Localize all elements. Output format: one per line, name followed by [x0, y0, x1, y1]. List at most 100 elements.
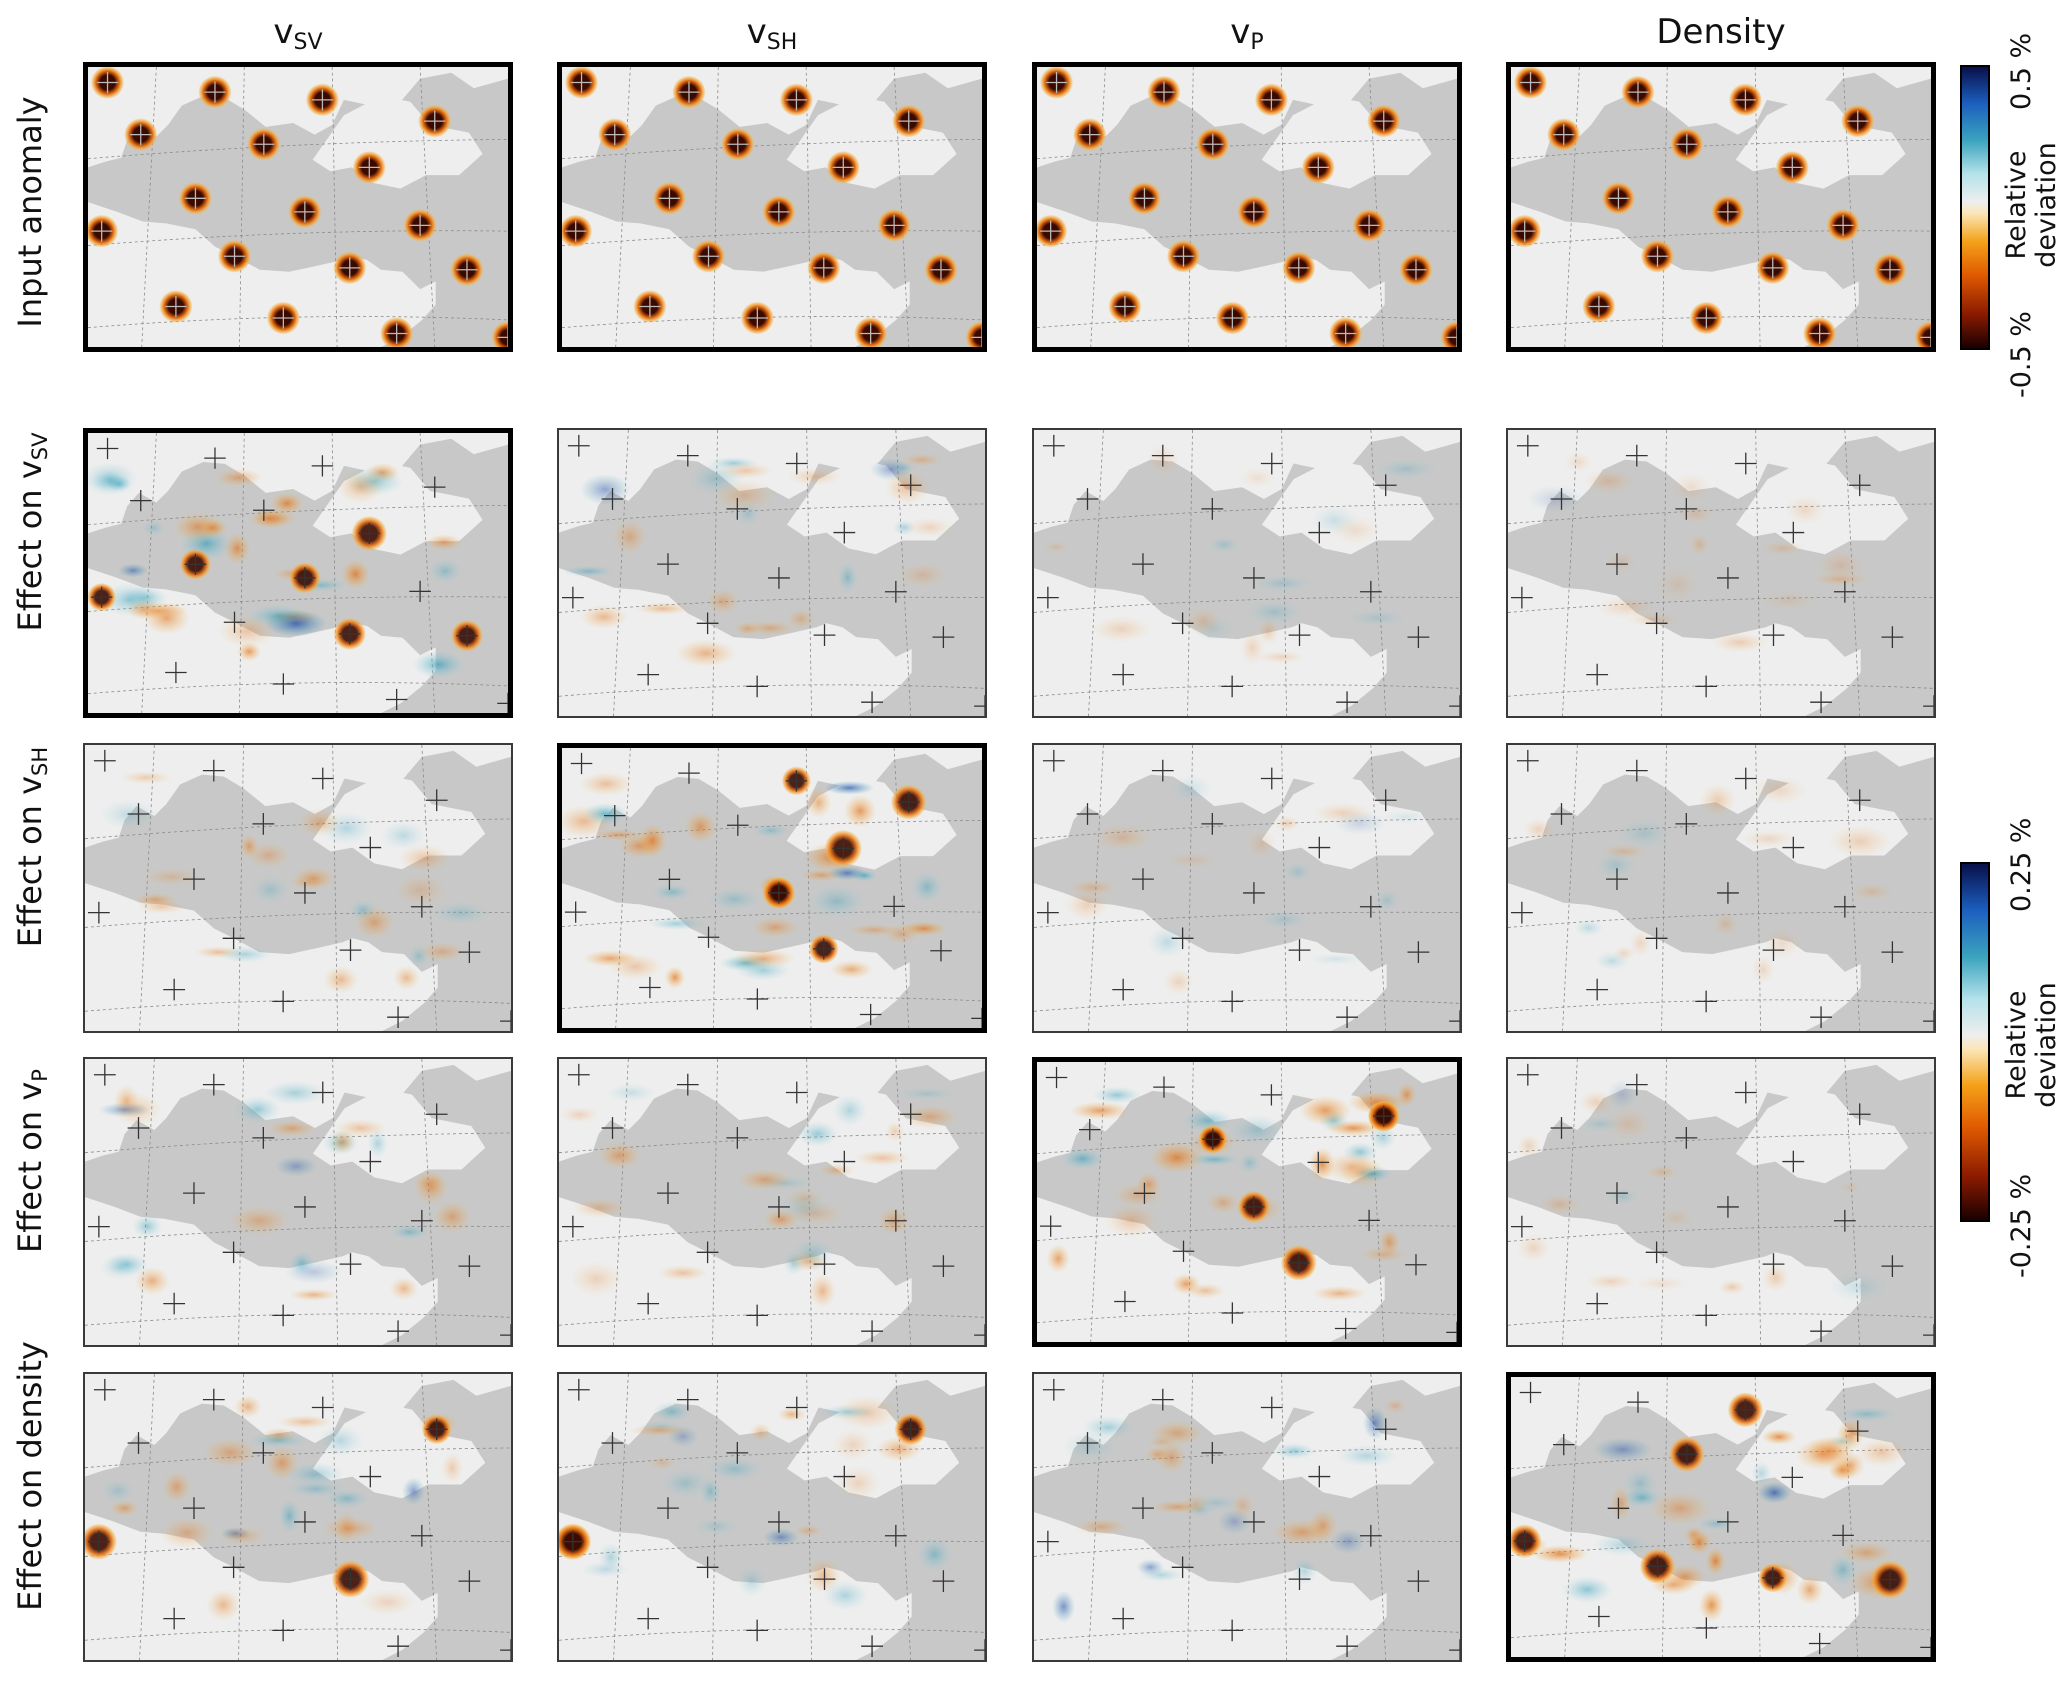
cross-marker — [1676, 133, 1698, 155]
column-title-density: Density — [1656, 12, 1786, 52]
cross-marker — [833, 521, 856, 544]
anomaly-blob — [818, 1163, 855, 1177]
anomaly-blob — [298, 808, 341, 837]
land-mass — [1511, 1377, 1931, 1657]
anomaly-center-markers — [561, 1063, 985, 1345]
cross-marker — [96, 437, 119, 460]
cross-marker — [1625, 1073, 1648, 1096]
anomaly-blob — [1380, 809, 1432, 825]
land-mass-east — [1261, 459, 1435, 555]
anomaly-blob — [684, 810, 717, 843]
cross-marker — [1734, 767, 1757, 790]
anomaly-blob — [1622, 1467, 1658, 1500]
cross-marker — [359, 1150, 382, 1173]
map-svg — [1508, 1059, 1934, 1345]
anomaly-center-markers — [1036, 749, 1460, 1031]
map-svg — [559, 430, 985, 716]
cross-marker — [456, 259, 478, 281]
anomaly-blob — [1291, 1557, 1318, 1585]
cross-marker — [785, 1081, 808, 1104]
anomaly-blob — [1656, 567, 1700, 603]
anomaly-blob — [141, 868, 201, 886]
anomaly-blob — [1626, 612, 1680, 627]
land-mass — [562, 67, 982, 347]
anomaly-blob — [1325, 1120, 1382, 1137]
cross-marker — [768, 201, 790, 223]
map-svg — [1511, 1377, 1931, 1657]
anomaly-blob — [394, 873, 447, 907]
cross-marker — [1923, 1010, 1934, 1031]
anomaly-blob — [1760, 540, 1805, 556]
anomaly-layer — [1043, 443, 1438, 666]
colorbar-effect-max-label: 0.25 % — [2006, 817, 2037, 912]
anomaly-blob — [1230, 1492, 1255, 1519]
land-mass-east — [312, 1403, 486, 1499]
cross-marker — [163, 978, 186, 1001]
cross-marker — [1221, 990, 1244, 1013]
anomaly-blob — [805, 787, 832, 818]
cross-marker — [1288, 257, 1310, 279]
graticule — [1034, 430, 1460, 716]
anomaly-blob — [1146, 925, 1188, 959]
anomaly-blob — [1074, 1517, 1129, 1536]
cross-marker — [339, 623, 361, 645]
anomaly-blob — [1578, 1089, 1614, 1115]
cross-marker — [1646, 1555, 1669, 1577]
cross-marker — [1762, 939, 1785, 961]
cross-marker — [861, 1635, 883, 1658]
cross-marker — [1374, 789, 1397, 812]
anomaly-blob — [1137, 1567, 1184, 1582]
cross-marker — [1810, 691, 1832, 714]
anomaly-blob — [1712, 911, 1739, 937]
cross-marker — [1810, 1006, 1832, 1029]
anomaly-blob — [359, 1589, 416, 1616]
map-svg — [1508, 745, 1934, 1031]
map-svg — [562, 748, 982, 1028]
anomaly-blob — [1811, 572, 1870, 586]
land-mass — [562, 748, 982, 1028]
cross-marker — [90, 586, 113, 608]
cross-marker — [410, 895, 433, 918]
cross-marker — [813, 938, 835, 960]
graticule — [1508, 745, 1934, 1031]
cross-marker — [183, 1182, 205, 1204]
cross-marker — [785, 89, 808, 111]
cross-marker — [833, 1150, 856, 1173]
anomaly-blob — [1307, 1508, 1339, 1543]
cross-marker — [746, 1619, 769, 1642]
cross-marker — [768, 567, 790, 589]
cross-marker — [1695, 675, 1718, 698]
anomaly-blob — [1796, 1574, 1824, 1606]
cross-marker — [676, 1073, 699, 1096]
cross-marker — [294, 201, 316, 223]
cross-marker — [932, 1255, 955, 1277]
cross-marker — [785, 770, 808, 792]
row-label-effect-on-density: Effect on density — [11, 1341, 49, 1611]
cross-marker — [678, 81, 700, 103]
cross-marker — [272, 1619, 295, 1642]
cross-marker — [564, 220, 587, 242]
cross-marker — [458, 1255, 481, 1277]
anomaly-blob — [580, 604, 628, 629]
anomaly-blob — [717, 462, 774, 479]
anomaly-blob — [266, 1119, 317, 1137]
anomaly-blob — [651, 883, 694, 901]
cross-marker — [697, 926, 720, 948]
anomaly-blob — [706, 588, 740, 614]
cross-marker — [813, 624, 836, 646]
anomaly-blob — [736, 1566, 767, 1597]
anomaly-blob — [1751, 1460, 1772, 1486]
cross-marker — [932, 626, 955, 648]
cross-marker — [1336, 691, 1358, 714]
anomaly-blob — [1523, 818, 1554, 841]
cross-marker — [1076, 1432, 1099, 1454]
anomaly-blob — [1761, 1264, 1790, 1292]
cross-marker — [899, 1103, 922, 1126]
map-panel-r4-c3 — [1506, 1372, 1936, 1662]
anomaly-blob — [1592, 1532, 1651, 1557]
cross-marker — [1586, 978, 1609, 1001]
cross-marker — [424, 476, 446, 498]
anomaly-layer — [98, 1080, 472, 1301]
cross-marker — [1288, 939, 1311, 961]
cross-marker — [500, 1324, 511, 1345]
